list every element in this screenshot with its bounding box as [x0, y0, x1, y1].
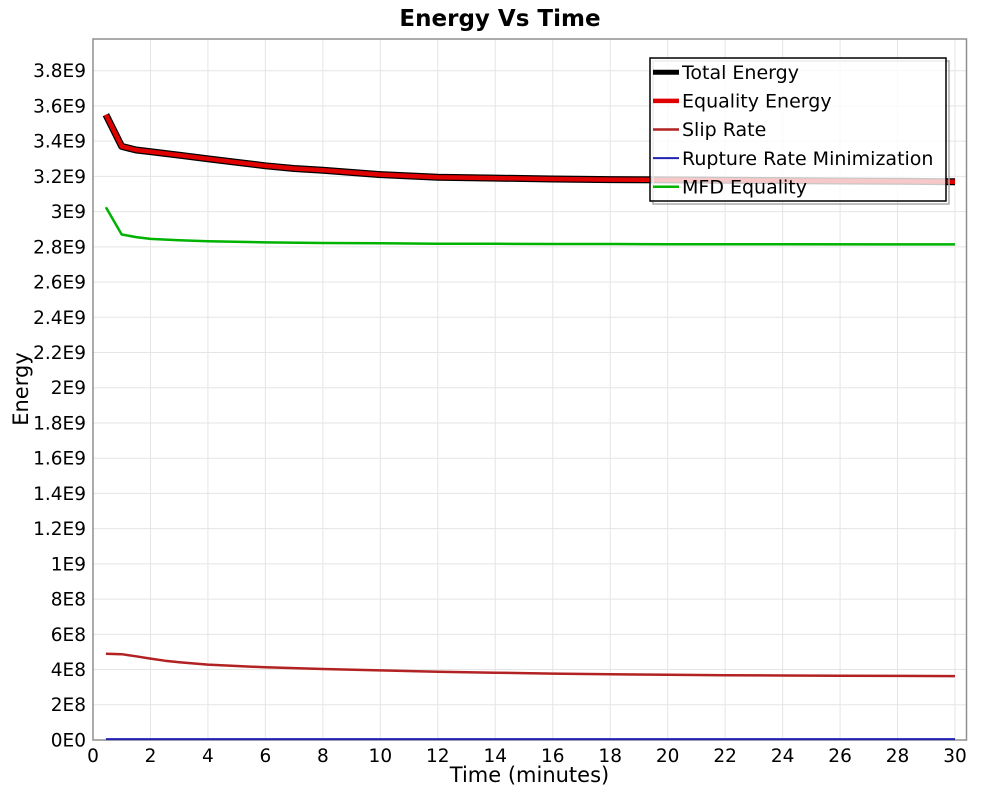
y-tick-label: 2E8: [51, 695, 86, 716]
y-tick-label: 2.8E9: [33, 237, 86, 258]
x-tick-label: 8: [317, 746, 329, 767]
y-tick-label: 1.8E9: [33, 413, 86, 434]
x-tick-label: 2: [145, 746, 157, 767]
y-tick-label: 3.8E9: [33, 61, 86, 82]
x-tick-label: 14: [483, 746, 507, 767]
y-tick-label: 2.2E9: [33, 343, 86, 364]
y-tick-label: 1.6E9: [33, 449, 86, 470]
y-tick-label: 0E0: [51, 730, 86, 751]
y-tick-label: 1E9: [51, 554, 86, 575]
x-tick-label: 26: [828, 746, 852, 767]
x-tick-label: 20: [656, 746, 680, 767]
x-tick-label: 22: [713, 746, 737, 767]
x-tick-label: 6: [260, 746, 272, 767]
y-tick-label: 2.4E9: [33, 308, 86, 329]
y-tick-label: 4E8: [51, 660, 86, 681]
x-tick-label: 10: [369, 746, 393, 767]
legend-label-rupture-rate-minimization: Rupture Rate Minimization: [682, 148, 933, 170]
legend-label-equality-energy: Equality Energy: [682, 91, 832, 113]
x-tick-label: 4: [202, 746, 214, 767]
y-tick-label: 3E9: [51, 202, 86, 223]
x-tick-label: 18: [598, 746, 622, 767]
x-tick-label: 16: [541, 746, 565, 767]
legend-label-slip-rate: Slip Rate: [682, 119, 766, 141]
chart-title: Energy Vs Time: [399, 6, 601, 32]
y-tick-label: 1.4E9: [33, 484, 86, 505]
x-tick-label: 28: [886, 746, 910, 767]
series-line-mfd-equality: [104, 206, 955, 246]
y-tick-label: 3.2E9: [33, 167, 86, 188]
y-tick-label: 3.4E9: [33, 132, 86, 153]
y-tick-label: 3.6E9: [33, 96, 86, 117]
legend-label-total-energy: Total Energy: [681, 62, 799, 84]
y-tick-label: 2.6E9: [33, 273, 86, 294]
y-tick-label: 8E8: [51, 590, 86, 611]
x-tick-label: 0: [87, 746, 99, 767]
legend-label-mfd-equality: MFD Equality: [682, 176, 807, 198]
x-tick-label: 30: [943, 746, 967, 767]
y-tick-label: 1.2E9: [33, 519, 86, 540]
x-axis-label: Time (minutes): [449, 763, 610, 787]
y-tick-label: 2E9: [51, 378, 86, 399]
y-tick-label: 6E8: [51, 625, 86, 646]
x-tick-label: 12: [426, 746, 450, 767]
legend: [649, 57, 947, 202]
series-line-slip-rate: [105, 652, 956, 678]
x-tick-label: 24: [771, 746, 795, 767]
y-axis-label: Energy: [9, 352, 33, 426]
